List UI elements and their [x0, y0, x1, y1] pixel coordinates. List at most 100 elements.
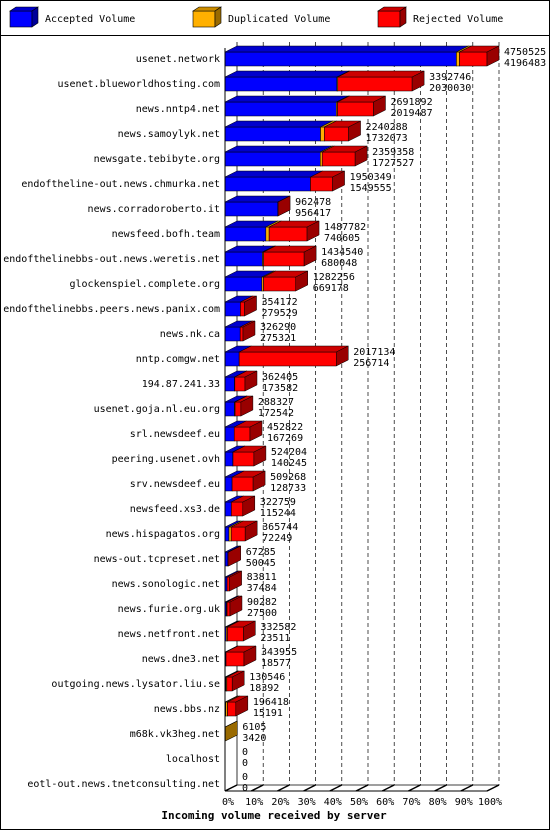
tick-mark	[355, 784, 369, 792]
bar-segment	[224, 45, 469, 67]
bar	[224, 276, 263, 292]
accepted-label: 72249	[262, 533, 292, 544]
x-tick-label: 80%	[429, 797, 447, 808]
bar-segment	[224, 70, 350, 92]
bar	[224, 176, 311, 192]
y-tick-label: news.furie.org.uk	[118, 604, 220, 615]
accepted-label: 18577	[261, 658, 291, 669]
bar-side	[252, 470, 266, 492]
bar	[240, 301, 245, 317]
total-label: 354172	[262, 297, 298, 308]
bar-side	[243, 645, 257, 667]
bar-side	[228, 545, 241, 567]
y-tick-label: eotl-out.news.tnetconsulting.net	[27, 779, 220, 790]
x-tick-label: 10%	[245, 797, 263, 808]
bar	[224, 76, 338, 92]
bar-segment	[277, 195, 291, 217]
bar-side	[306, 220, 320, 242]
bar-side	[411, 70, 425, 92]
bar	[230, 526, 246, 542]
bar-top	[224, 45, 469, 53]
legend-swatch	[192, 10, 216, 28]
tick-mark	[408, 784, 421, 792]
x-tick-label: 30%	[298, 797, 316, 808]
y-tick-label: usenet.goja.nl.eu.org	[94, 404, 220, 415]
bar-side	[348, 120, 361, 142]
legend-swatch-side	[214, 6, 222, 28]
bar	[227, 701, 237, 717]
total-label: 322759	[260, 497, 296, 508]
bar-segment	[227, 620, 256, 642]
total-label: 0	[242, 747, 248, 758]
y-tick-label: newsfeed.xs3.de	[130, 504, 220, 515]
bar-segment	[268, 220, 320, 242]
bar	[224, 401, 235, 417]
accepted-label: 4196483	[504, 58, 546, 69]
bar	[231, 501, 244, 517]
legend-swatch	[9, 10, 33, 28]
bar-side	[253, 445, 267, 467]
bar-segment	[234, 370, 258, 392]
bar	[320, 151, 323, 167]
bar-segment	[230, 520, 258, 542]
x-tick-label: 100%	[478, 797, 502, 808]
bar-segment	[324, 120, 361, 142]
bar-segment	[321, 145, 368, 167]
bar	[234, 376, 246, 392]
total-label: 2240288	[366, 122, 408, 133]
bar-top	[224, 70, 350, 78]
bar-top	[337, 70, 425, 78]
y-tick-label: endofthelinebbs-out.news.weretis.net	[3, 254, 220, 265]
accepted-label: 37484	[247, 583, 277, 594]
bar-segment	[224, 95, 349, 117]
total-label: 452822	[267, 422, 303, 433]
legend-swatch-side	[31, 6, 39, 28]
bar	[225, 651, 245, 667]
total-label: 196418	[253, 697, 289, 708]
legend-swatch	[377, 10, 401, 28]
accepted-label: 15191	[253, 708, 283, 719]
bar	[320, 126, 325, 142]
bar-side	[243, 620, 256, 642]
bar	[224, 126, 321, 142]
bar-segment	[226, 670, 245, 692]
y-tick-label: m68k.vk3heg.net	[130, 729, 220, 740]
bar	[224, 326, 241, 342]
bar-segment	[226, 570, 242, 592]
y-tick-label: news.nntp4.net	[136, 104, 220, 115]
bar	[337, 76, 413, 92]
bar	[226, 576, 230, 592]
accepted-label: 0	[242, 783, 248, 794]
bar-top	[224, 145, 333, 153]
accepted-label: 18392	[249, 683, 279, 694]
bar	[232, 451, 255, 467]
bar	[268, 226, 308, 242]
x-tick-label: 0%	[222, 797, 234, 808]
bar-segment	[224, 145, 333, 167]
y-tick-label: news.netfront.net	[118, 629, 220, 640]
bar-segment	[224, 170, 323, 192]
bar	[233, 426, 251, 442]
y-tick-label: news.hispagatos.org	[106, 529, 220, 540]
accepted-label: 173582	[262, 383, 298, 394]
y-tick-label: localhost	[166, 754, 220, 765]
bar-segment	[227, 695, 249, 717]
total-label: 1487782	[324, 222, 366, 233]
bar	[224, 476, 233, 492]
y-tick-label: endoftheline-out.news.chmurka.net	[21, 179, 220, 190]
tick-mark	[224, 784, 238, 792]
y-tick-label: peering.usenet.ovh	[112, 454, 220, 465]
bar	[231, 476, 254, 492]
y-tick-label: outgoing.news.lysator.liu.se	[51, 679, 220, 690]
bar-side	[242, 320, 256, 342]
bar-top	[224, 170, 323, 178]
legend-label: Duplicated Volume	[228, 14, 330, 25]
x-tick-label: 60%	[376, 797, 394, 808]
total-label: 962478	[295, 197, 331, 208]
total-label: 509268	[270, 472, 306, 483]
tick-mark	[329, 784, 343, 792]
total-label: 524204	[271, 447, 307, 458]
y-tick-label: nntp.comgw.net	[136, 354, 220, 365]
y-tick-label: glockenspiel.complete.org	[69, 279, 220, 290]
